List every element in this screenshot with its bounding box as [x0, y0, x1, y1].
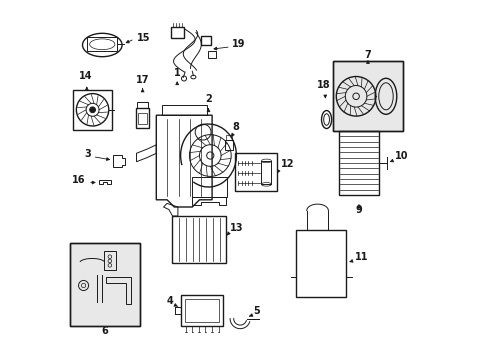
Text: 7: 7: [364, 50, 370, 60]
Text: 17: 17: [136, 75, 149, 85]
Bar: [261, 161, 271, 184]
Bar: [170, 27, 184, 38]
Text: 9: 9: [355, 205, 362, 215]
Bar: [137, 102, 148, 108]
Bar: [332, 61, 402, 131]
Bar: [138, 113, 147, 124]
Bar: [70, 243, 140, 326]
Text: 12: 12: [280, 159, 293, 170]
Bar: [332, 61, 402, 131]
Text: 13: 13: [230, 223, 243, 233]
Bar: [225, 140, 233, 150]
Bar: [87, 37, 117, 51]
Bar: [208, 51, 216, 58]
Bar: [172, 216, 226, 263]
Bar: [235, 153, 276, 191]
Bar: [181, 295, 223, 326]
Text: 16: 16: [72, 175, 85, 185]
Circle shape: [89, 107, 95, 113]
Bar: [226, 135, 232, 140]
Bar: [338, 131, 378, 195]
Bar: [200, 36, 211, 45]
Text: 18: 18: [316, 80, 330, 90]
Text: 6: 6: [101, 326, 108, 336]
Text: 11: 11: [355, 252, 368, 262]
Bar: [185, 299, 219, 322]
Text: 5: 5: [253, 306, 260, 316]
Text: 10: 10: [394, 151, 407, 161]
Text: 15: 15: [136, 33, 150, 43]
Bar: [104, 251, 115, 270]
Bar: [136, 108, 149, 128]
Bar: [295, 230, 346, 297]
Text: 19: 19: [231, 39, 245, 49]
Text: 3: 3: [84, 149, 91, 159]
Bar: [162, 105, 206, 115]
Text: 2: 2: [204, 94, 211, 104]
Bar: [73, 90, 112, 130]
Text: 1: 1: [173, 68, 180, 78]
Text: 4: 4: [166, 296, 173, 306]
Text: 14: 14: [79, 71, 92, 81]
Bar: [70, 243, 140, 326]
Bar: [192, 177, 226, 197]
Text: 8: 8: [232, 122, 239, 132]
